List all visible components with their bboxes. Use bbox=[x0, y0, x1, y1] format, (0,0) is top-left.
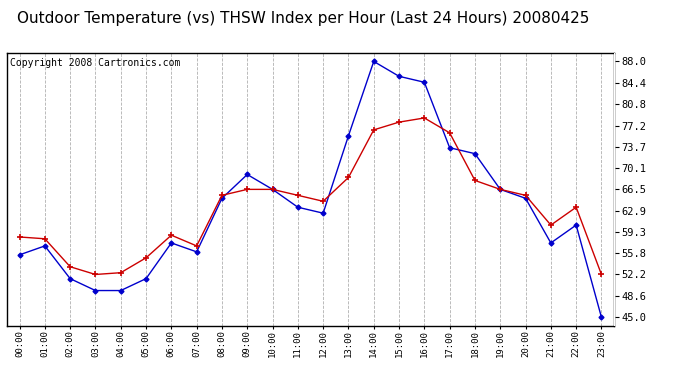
Text: Copyright 2008 Cartronics.com: Copyright 2008 Cartronics.com bbox=[10, 58, 180, 68]
Text: Outdoor Temperature (vs) THSW Index per Hour (Last 24 Hours) 20080425: Outdoor Temperature (vs) THSW Index per … bbox=[17, 11, 590, 26]
